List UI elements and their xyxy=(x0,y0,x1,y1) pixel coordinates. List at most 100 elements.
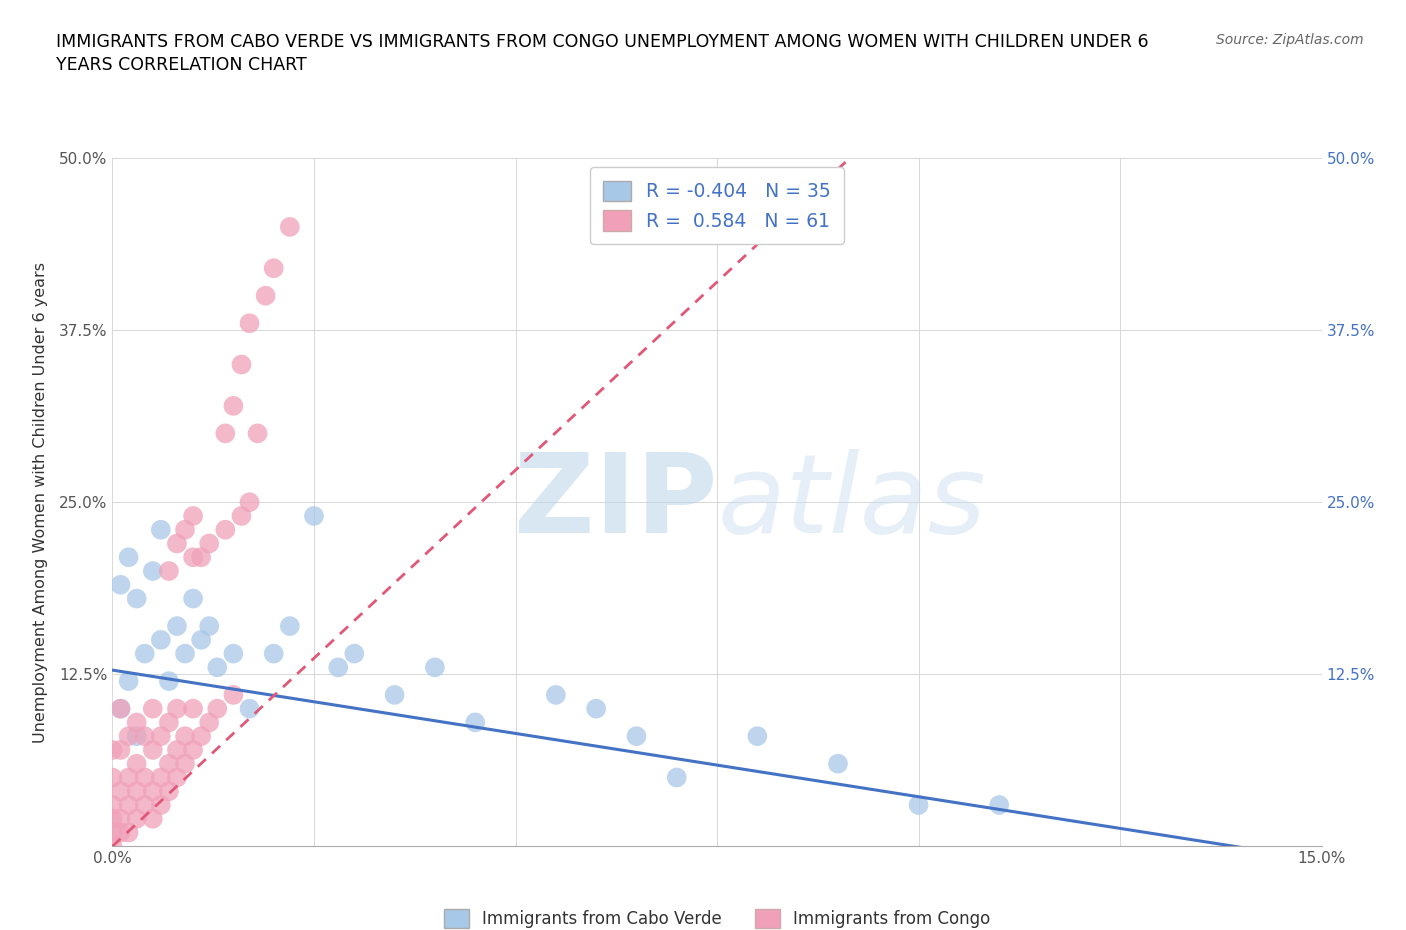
Point xyxy=(134,729,156,744)
Point xyxy=(626,729,648,744)
Point xyxy=(263,646,285,661)
Point xyxy=(117,798,139,813)
Point xyxy=(190,550,212,565)
Point xyxy=(101,770,124,785)
Point xyxy=(142,811,165,826)
Point xyxy=(222,398,245,413)
Point xyxy=(278,219,301,234)
Point xyxy=(181,509,204,524)
Point xyxy=(101,825,124,840)
Point xyxy=(190,632,212,647)
Point xyxy=(149,632,172,647)
Point xyxy=(198,536,221,551)
Point xyxy=(263,260,285,275)
Point xyxy=(423,660,446,675)
Point xyxy=(907,798,929,813)
Point xyxy=(134,798,156,813)
Point xyxy=(142,742,165,757)
Point xyxy=(207,660,229,675)
Point xyxy=(174,729,197,744)
Legend: Immigrants from Cabo Verde, Immigrants from Congo: Immigrants from Cabo Verde, Immigrants f… xyxy=(437,903,997,930)
Point xyxy=(665,770,688,785)
Point xyxy=(343,646,366,661)
Point xyxy=(157,715,180,730)
Point xyxy=(207,701,229,716)
Point xyxy=(181,701,204,716)
Point xyxy=(117,729,139,744)
Point xyxy=(214,523,236,538)
Point xyxy=(149,729,172,744)
Point xyxy=(302,509,325,524)
Point xyxy=(254,288,277,303)
Point xyxy=(246,426,269,441)
Point xyxy=(110,701,132,716)
Point xyxy=(157,564,180,578)
Point xyxy=(222,687,245,702)
Point xyxy=(747,729,769,744)
Point xyxy=(101,798,124,813)
Point xyxy=(174,646,197,661)
Point xyxy=(198,715,221,730)
Point xyxy=(827,756,849,771)
Point xyxy=(166,618,188,633)
Text: YEARS CORRELATION CHART: YEARS CORRELATION CHART xyxy=(56,56,307,73)
Point xyxy=(166,701,188,716)
Point xyxy=(238,495,260,510)
Point xyxy=(110,825,132,840)
Point xyxy=(328,660,350,675)
Point xyxy=(181,591,204,606)
Point xyxy=(214,426,236,441)
Point xyxy=(125,715,148,730)
Point xyxy=(238,701,260,716)
Point xyxy=(110,784,132,799)
Point xyxy=(110,701,132,716)
Text: atlas: atlas xyxy=(717,448,986,556)
Point xyxy=(125,591,148,606)
Point xyxy=(278,618,301,633)
Point xyxy=(110,578,132,592)
Point xyxy=(125,756,148,771)
Point xyxy=(125,729,148,744)
Point xyxy=(988,798,1011,813)
Text: ZIP: ZIP xyxy=(513,448,717,556)
Point xyxy=(174,523,197,538)
Point xyxy=(125,811,148,826)
Point xyxy=(134,646,156,661)
Text: Source: ZipAtlas.com: Source: ZipAtlas.com xyxy=(1216,33,1364,46)
Point xyxy=(544,687,567,702)
Point xyxy=(166,536,188,551)
Point xyxy=(110,811,132,826)
Point xyxy=(142,564,165,578)
Point xyxy=(142,701,165,716)
Point xyxy=(174,756,197,771)
Point xyxy=(222,646,245,661)
Point xyxy=(181,742,204,757)
Point xyxy=(231,509,253,524)
Point xyxy=(117,550,139,565)
Point xyxy=(117,770,139,785)
Point xyxy=(585,701,607,716)
Point xyxy=(149,798,172,813)
Point xyxy=(166,742,188,757)
Point xyxy=(181,550,204,565)
Point xyxy=(149,770,172,785)
Point xyxy=(134,770,156,785)
Point xyxy=(101,839,124,854)
Point xyxy=(101,742,124,757)
Text: IMMIGRANTS FROM CABO VERDE VS IMMIGRANTS FROM CONGO UNEMPLOYMENT AMONG WOMEN WIT: IMMIGRANTS FROM CABO VERDE VS IMMIGRANTS… xyxy=(56,33,1149,50)
Point xyxy=(142,784,165,799)
Point xyxy=(384,687,406,702)
Point xyxy=(149,523,172,538)
Point xyxy=(231,357,253,372)
Point xyxy=(190,729,212,744)
Point xyxy=(125,784,148,799)
Point xyxy=(464,715,486,730)
Point xyxy=(117,825,139,840)
Point xyxy=(157,784,180,799)
Y-axis label: Unemployment Among Women with Children Under 6 years: Unemployment Among Women with Children U… xyxy=(32,261,48,743)
Point xyxy=(117,673,139,688)
Point xyxy=(157,756,180,771)
Point xyxy=(238,316,260,331)
Point xyxy=(110,742,132,757)
Point xyxy=(157,673,180,688)
